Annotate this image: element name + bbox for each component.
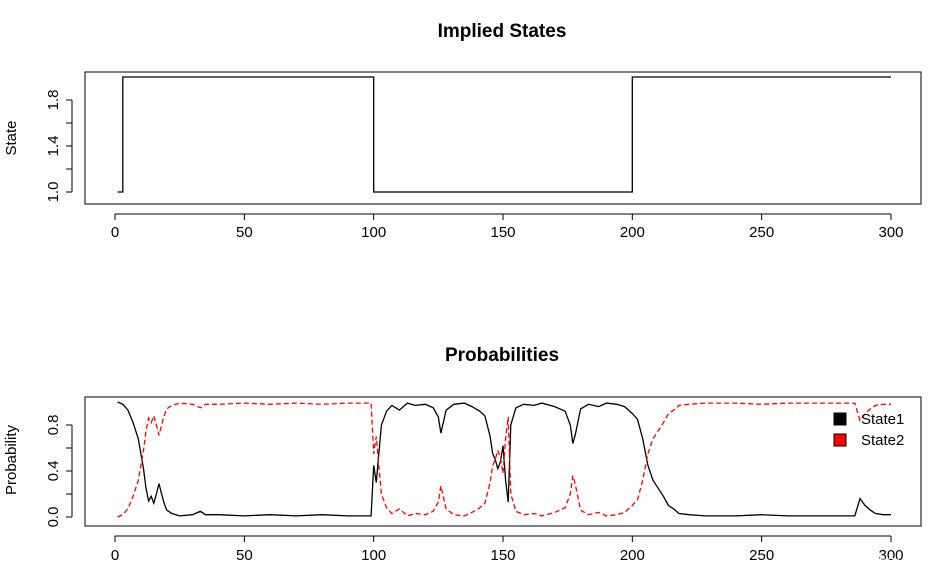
legend-label: State1 (861, 411, 904, 428)
legend: State1 State2 (833, 411, 904, 449)
y-tick-label: 0.0 (45, 507, 62, 528)
x-axis: 0 50 100 150 200 250 300 (111, 213, 904, 241)
series-group (117, 76, 891, 193)
x-tick-label: 200 (620, 547, 645, 564)
y-axis-label: Probability (3, 424, 20, 495)
x-tick-label: 50 (236, 224, 253, 241)
x-tick-label: 200 (620, 224, 645, 241)
x-tick-label: 300 (878, 224, 903, 241)
x-tick-label: 300 (878, 547, 903, 564)
legend-label: State2 (861, 432, 904, 449)
chart-title-probabilities: Probabilities (445, 345, 559, 366)
implied-states-panel: Implied States State 0 50 100 150 200 250 300 … (3, 21, 922, 241)
y-tick-label: 1.8 (45, 90, 62, 111)
probabilities-panel: Probabilities Probability 0 50 100 150 200 25… (3, 345, 922, 564)
x-tick-label: 100 (361, 547, 386, 564)
y-axis: 1.0 1.4 1.8 (45, 90, 73, 203)
x-tick-label: 0 (111, 547, 119, 564)
x-tick-label: 50 (236, 547, 253, 564)
x-tick-label: 150 (490, 224, 515, 241)
series-line-state2 (117, 402, 891, 518)
y-tick-label: 0.4 (45, 461, 62, 482)
x-tick-label: 250 (749, 547, 774, 564)
series-group (117, 401, 891, 518)
x-tick-label: 100 (361, 224, 386, 241)
x-tick-label: 250 (749, 224, 774, 241)
watermark-text: @稀土掘金技术社区 (783, 555, 918, 572)
series-line (117, 76, 891, 193)
chart-title-implied-states: Implied States (438, 21, 567, 42)
y-axis-label: State (3, 120, 20, 155)
series-line-state1 (117, 401, 891, 517)
plot-frame (84, 396, 922, 527)
y-tick-label: 0.8 (45, 415, 62, 436)
y-tick-label: 1.0 (45, 182, 62, 203)
x-tick-label: 150 (490, 547, 515, 564)
plot-frame (84, 71, 922, 205)
legend-swatch (833, 412, 847, 426)
y-tick-label: 1.4 (45, 136, 62, 157)
x-tick-label: 0 (111, 224, 119, 241)
x-axis: 0 50 100 150 200 250 300 (111, 535, 904, 564)
legend-swatch (833, 433, 847, 447)
y-axis: 0.0 0.4 0.8 (45, 415, 73, 528)
